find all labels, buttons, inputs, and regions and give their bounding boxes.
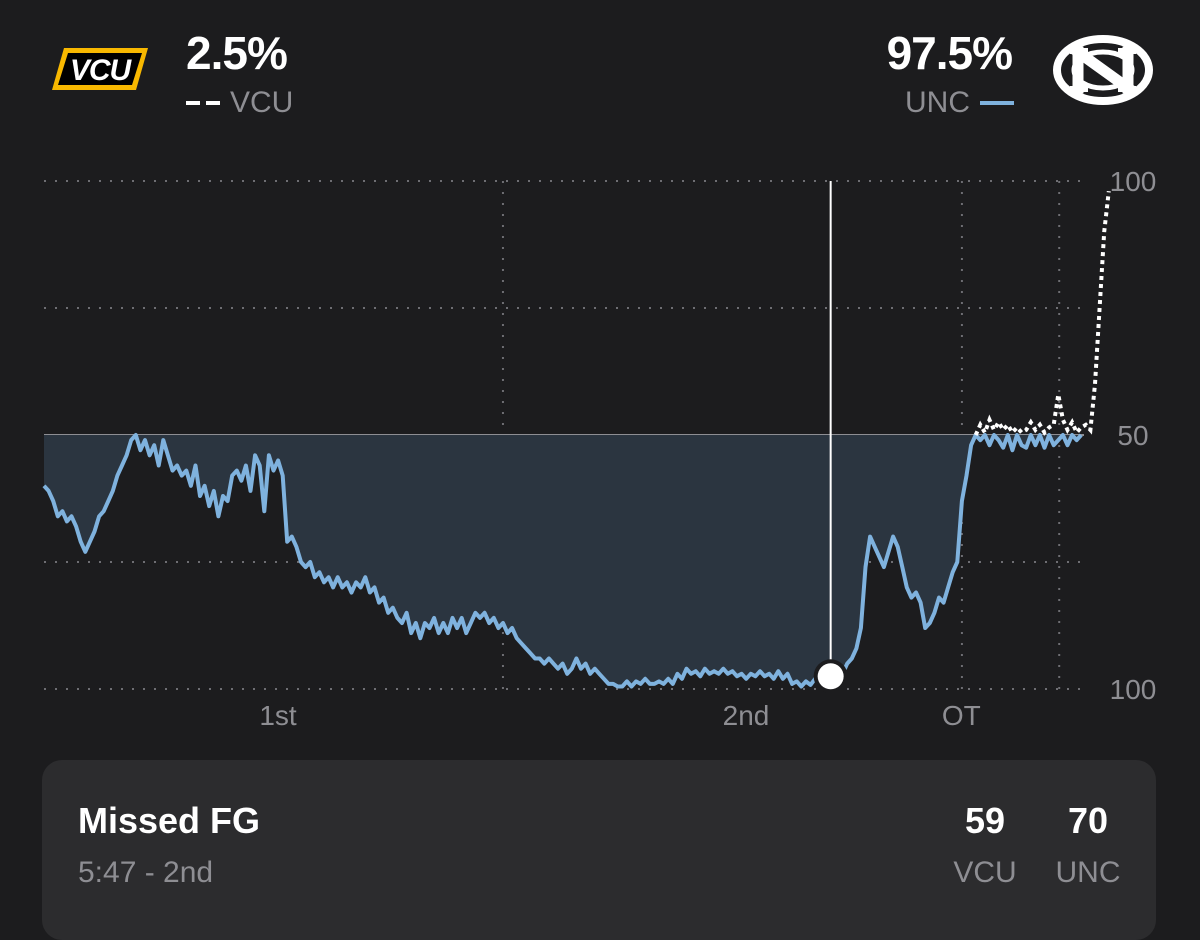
x-tick-label: OT xyxy=(942,700,981,730)
vcu-label: VCU xyxy=(230,86,294,119)
series-layer xyxy=(42,190,1111,689)
svg-text:VCU: VCU xyxy=(70,54,133,87)
x-tick-label: 2nd xyxy=(723,700,770,730)
unc-legend: UNC xyxy=(905,86,1014,120)
unc-series-line xyxy=(42,433,1083,689)
unc-score-label: UNC xyxy=(1055,856,1121,889)
unc-logo xyxy=(1053,35,1153,105)
tick-labels: 100 50 100 1st 2nd OT xyxy=(259,170,1156,730)
x-tick-label: 1st xyxy=(259,700,297,730)
unc-win-percentage: 97.5% xyxy=(886,27,1013,79)
play-clock: 5:47 - 2nd xyxy=(78,856,214,889)
area-layer xyxy=(44,435,1082,687)
vcu-score: 59 xyxy=(964,800,1006,841)
play-card[interactable]: Missed FG 5:47 - 2nd 59 VCU 70 UNC xyxy=(42,760,1156,940)
y-tick-label: 100 xyxy=(1110,674,1157,705)
unc-score: 70 xyxy=(1067,800,1109,841)
unc-label: UNC xyxy=(905,86,970,119)
play-title: Missed FG xyxy=(78,800,261,841)
y-tick-label: 100 xyxy=(1110,170,1157,197)
vcu-win-percentage: 2.5% xyxy=(186,27,288,79)
vcu-score-label: VCU xyxy=(953,856,1017,889)
scrubber-dot xyxy=(817,663,844,690)
win-probability-header: VCU 2.5% VCU 97.5% UNC xyxy=(0,0,1200,130)
vcu-legend: VCU xyxy=(186,86,293,120)
vcu-series-line xyxy=(973,190,1111,438)
solid-line-key-icon xyxy=(980,101,1014,105)
unc-area-fill xyxy=(44,435,1082,687)
win-probability-chart: 100 50 100 1st 2nd OT xyxy=(42,170,1156,730)
marker-layer xyxy=(813,181,848,694)
vcu-logo: VCU xyxy=(52,48,148,90)
y-tick-label: 50 xyxy=(1117,420,1148,451)
dashed-line-key-icon xyxy=(186,101,220,105)
